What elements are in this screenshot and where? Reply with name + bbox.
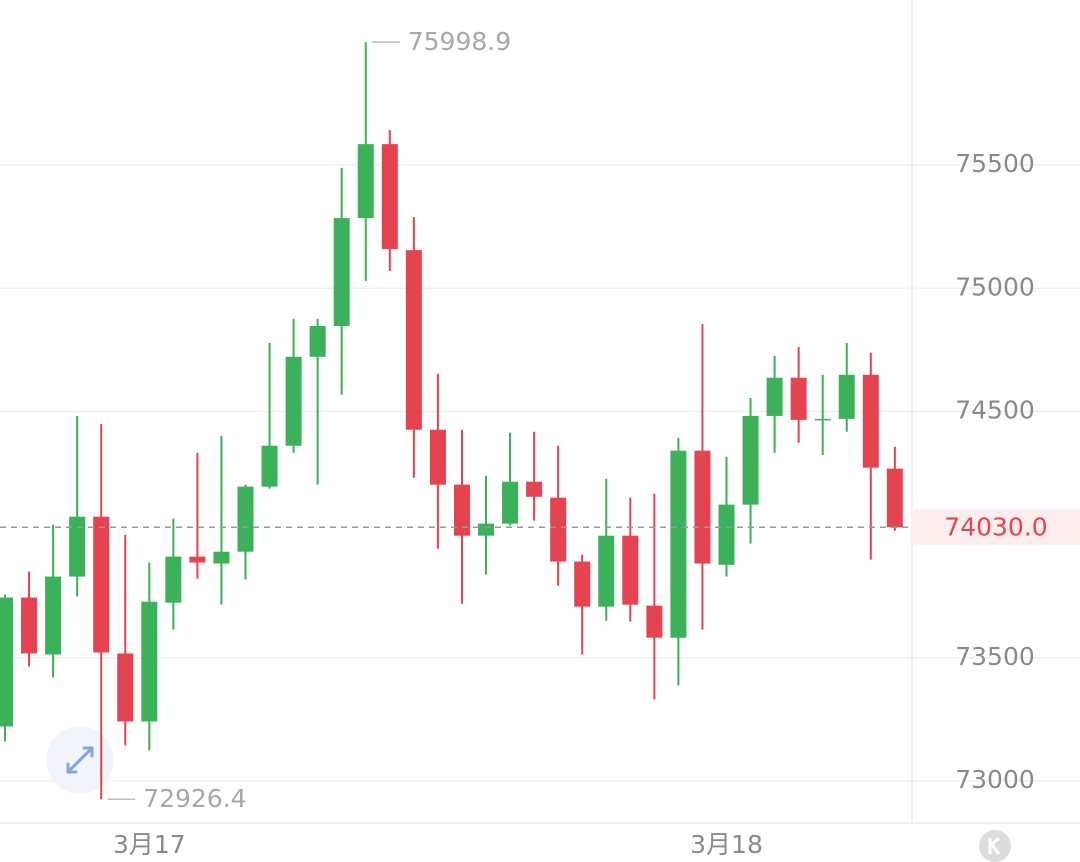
candle-body [45, 576, 62, 655]
candle-body [814, 418, 831, 421]
expand-icon[interactable] [66, 746, 94, 774]
candle-body [285, 356, 302, 446]
candle-body [598, 535, 615, 607]
candle-body [550, 497, 567, 562]
candle-body [838, 374, 855, 419]
logo-circle [979, 830, 1011, 862]
candle-body [622, 535, 639, 605]
candle-body [357, 144, 374, 219]
min-annotation: 72926.4 [143, 784, 246, 813]
candle-body [718, 504, 735, 565]
candle-body [21, 597, 38, 654]
y-tick-label: 74500 [955, 396, 1035, 425]
candle-body [478, 523, 494, 536]
candle-body [574, 561, 591, 607]
x-tick-label: 3月17 [113, 830, 186, 859]
candle-body [646, 605, 663, 638]
candle-body [526, 481, 543, 497]
candle-body [237, 486, 254, 552]
candle-body [333, 218, 350, 326]
candle-body [93, 516, 110, 653]
y-tick-label: 73500 [955, 642, 1035, 671]
candle-body [0, 597, 13, 727]
last-price-bg [912, 509, 1080, 546]
candle-body [381, 144, 398, 250]
candle-body [189, 556, 206, 563]
logo [979, 830, 1011, 862]
candle-body [429, 429, 446, 485]
candle-body [502, 481, 519, 524]
candle-body [862, 374, 879, 468]
candle-body [694, 450, 711, 564]
candle-body [261, 445, 278, 487]
candle-body [742, 415, 759, 505]
candle-body [790, 377, 807, 420]
candle-body [766, 377, 783, 416]
candle-body [141, 601, 158, 722]
candle-body [886, 468, 903, 528]
candle-body [670, 450, 687, 638]
last-price-label: 74030.0 [944, 512, 1047, 541]
expand-button[interactable] [46, 726, 114, 794]
candle-body [165, 556, 182, 603]
logo-mark [988, 836, 1001, 855]
max-annotation: 75998.9 [408, 27, 511, 56]
y-tick-label: 75000 [955, 272, 1035, 301]
y-tick-label: 73000 [955, 765, 1035, 794]
candle-body [405, 250, 422, 430]
candle-body [117, 653, 134, 722]
x-tick-label: 3月18 [690, 830, 763, 859]
candle-body [453, 484, 470, 536]
y-tick-label: 75500 [955, 149, 1035, 178]
candle-body [69, 516, 86, 577]
candle-body [213, 551, 230, 564]
candle-body [309, 325, 326, 357]
